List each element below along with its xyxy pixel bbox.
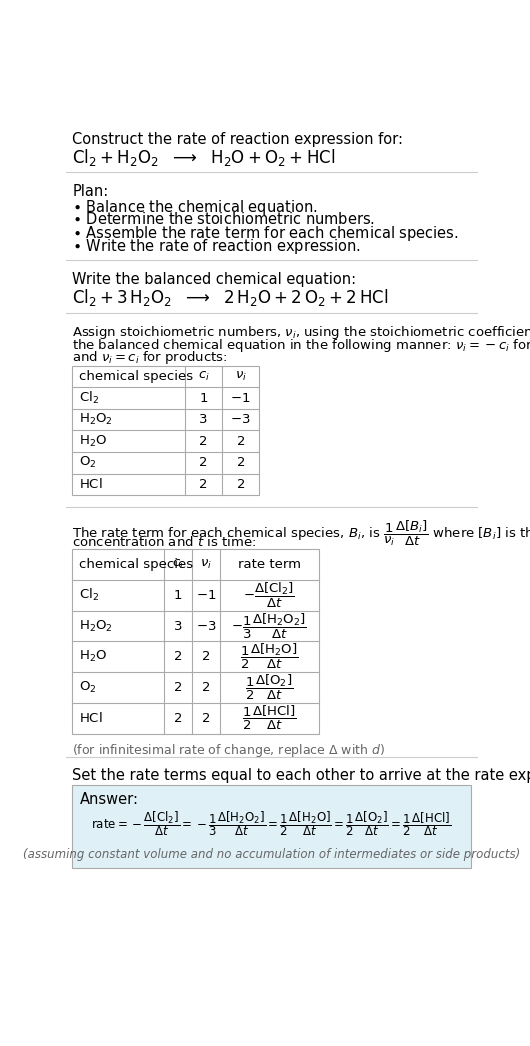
Text: $2$: $2$: [201, 651, 210, 663]
Text: Answer:: Answer:: [80, 792, 139, 808]
Bar: [73, 549, 319, 734]
Text: $\mathrm{Cl_2}$: $\mathrm{Cl_2}$: [78, 390, 99, 406]
Text: $\mathrm{H_2O_2}$: $\mathrm{H_2O_2}$: [78, 412, 112, 427]
Text: rate term: rate term: [238, 558, 301, 571]
Text: $2$: $2$: [236, 478, 245, 491]
Bar: [73, 366, 259, 495]
Text: $\mathrm{HCl}$: $\mathrm{HCl}$: [78, 477, 102, 492]
Text: $-3$: $-3$: [196, 619, 216, 633]
Text: $c_i$: $c_i$: [198, 370, 209, 383]
Text: $\mathrm{O_2}$: $\mathrm{O_2}$: [78, 455, 96, 471]
Text: $\mathrm{Cl_2}$: $\mathrm{Cl_2}$: [78, 587, 99, 604]
Text: $\bullet$ Assemble the rate term for each chemical species.: $\bullet$ Assemble the rate term for eac…: [73, 224, 459, 243]
Text: $2$: $2$: [201, 712, 210, 725]
Text: $\bullet$ Write the rate of reaction expression.: $\bullet$ Write the rate of reaction exp…: [73, 237, 361, 256]
Text: 2: 2: [199, 435, 208, 448]
Text: $-3$: $-3$: [231, 413, 251, 426]
Text: 3: 3: [199, 413, 208, 426]
Text: $-\dfrac{\Delta[\mathrm{Cl_2}]}{\Delta t}$: $-\dfrac{\Delta[\mathrm{Cl_2}]}{\Delta t…: [243, 581, 295, 610]
Text: $2$: $2$: [236, 435, 245, 448]
Text: 2: 2: [199, 478, 208, 491]
Text: The rate term for each chemical species, $B_i$, is $\dfrac{1}{\nu_i}\dfrac{\Delt: The rate term for each chemical species,…: [73, 518, 530, 547]
Text: 1: 1: [199, 391, 208, 405]
Text: $-\dfrac{1}{3}\dfrac{\Delta[\mathrm{H_2O_2}]}{\Delta t}$: $-\dfrac{1}{3}\dfrac{\Delta[\mathrm{H_2O…: [232, 612, 307, 640]
Text: 2: 2: [174, 712, 182, 725]
Text: Write the balanced chemical equation:: Write the balanced chemical equation:: [73, 272, 357, 287]
Text: $2$: $2$: [236, 456, 245, 470]
Text: $\mathrm{H_2O}$: $\mathrm{H_2O}$: [78, 434, 107, 449]
Text: $\mathrm{H_2O_2}$: $\mathrm{H_2O_2}$: [78, 618, 112, 634]
Text: $\bullet$ Determine the stoichiometric numbers.: $\bullet$ Determine the stoichiometric n…: [73, 211, 375, 227]
Text: $\mathrm{Cl_2 + 3\,H_2O_2\ \ \longrightarrow\ \ 2\,H_2O + 2\,O_2 + 2\,HCl}$: $\mathrm{Cl_2 + 3\,H_2O_2\ \ \longrighta…: [73, 288, 389, 309]
Text: $\dfrac{1}{2}\dfrac{\Delta[\mathrm{O_2}]}{\Delta t}$: $\dfrac{1}{2}\dfrac{\Delta[\mathrm{O_2}]…: [245, 673, 294, 702]
Text: $-1$: $-1$: [231, 391, 251, 405]
Text: chemical species: chemical species: [78, 370, 193, 383]
Text: and $\nu_i = c_i$ for products:: and $\nu_i = c_i$ for products:: [73, 348, 228, 366]
Text: $2$: $2$: [201, 681, 210, 695]
Text: $\bullet$ Balance the chemical equation.: $\bullet$ Balance the chemical equation.: [73, 198, 318, 217]
Text: $\nu_i$: $\nu_i$: [235, 370, 246, 383]
Text: 2: 2: [174, 681, 182, 695]
Text: 2: 2: [174, 651, 182, 663]
Text: Assign stoichiometric numbers, $\nu_i$, using the stoichiometric coefficients, $: Assign stoichiometric numbers, $\nu_i$, …: [73, 324, 530, 341]
Text: $\dfrac{1}{2}\dfrac{\Delta[\mathrm{HCl}]}{\Delta t}$: $\dfrac{1}{2}\dfrac{\Delta[\mathrm{HCl}]…: [242, 704, 296, 732]
Text: 3: 3: [174, 619, 182, 633]
Text: chemical species: chemical species: [78, 558, 193, 571]
Text: $\mathrm{HCl}$: $\mathrm{HCl}$: [78, 711, 102, 726]
Text: $\mathrm{rate} = -\dfrac{\Delta[\mathrm{Cl_2}]}{\Delta t} = -\dfrac{1}{3}\dfrac{: $\mathrm{rate} = -\dfrac{\Delta[\mathrm{…: [92, 810, 452, 838]
Text: $\dfrac{1}{2}\dfrac{\Delta[\mathrm{H_2O}]}{\Delta t}$: $\dfrac{1}{2}\dfrac{\Delta[\mathrm{H_2O}…: [240, 642, 298, 672]
Text: (for infinitesimal rate of change, replace $\Delta$ with $d$): (for infinitesimal rate of change, repla…: [73, 742, 385, 758]
Text: 1: 1: [174, 589, 182, 601]
Text: $\mathrm{Cl_2 + H_2O_2\ \ \longrightarrow\ \ H_2O + O_2 + HCl}$: $\mathrm{Cl_2 + H_2O_2\ \ \longrightarro…: [73, 147, 335, 168]
Text: $-1$: $-1$: [196, 589, 216, 601]
Text: $c_i$: $c_i$: [172, 558, 184, 571]
Text: Construct the rate of reaction expression for:: Construct the rate of reaction expressio…: [73, 132, 403, 146]
Text: Plan:: Plan:: [73, 184, 109, 199]
Text: Set the rate terms equal to each other to arrive at the rate expression:: Set the rate terms equal to each other t…: [73, 768, 530, 782]
Bar: [73, 784, 471, 868]
Text: the balanced chemical equation in the following manner: $\nu_i = -c_i$ for react: the balanced chemical equation in the fo…: [73, 337, 530, 354]
Text: concentration and $t$ is time:: concentration and $t$ is time:: [73, 536, 257, 549]
Text: $\nu_i$: $\nu_i$: [200, 558, 211, 571]
Text: 2: 2: [199, 456, 208, 470]
Text: (assuming constant volume and no accumulation of intermediates or side products): (assuming constant volume and no accumul…: [23, 847, 520, 861]
Text: $\mathrm{O_2}$: $\mathrm{O_2}$: [78, 680, 96, 696]
Text: $\mathrm{H_2O}$: $\mathrm{H_2O}$: [78, 650, 107, 664]
